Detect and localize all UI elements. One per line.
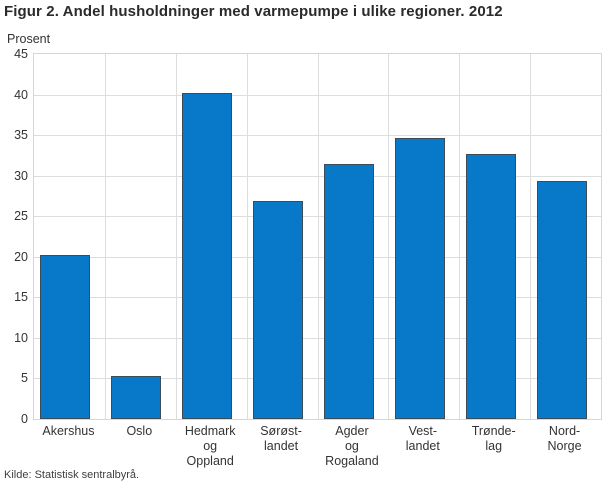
gridline-x-7 [530, 54, 532, 419]
y-axis-unit-label: Prosent [7, 32, 51, 46]
y-tick-label-40: 40 [14, 87, 28, 102]
bar-vestlandet [394, 138, 445, 419]
plot-area [33, 53, 602, 420]
y-tick-label-0: 0 [21, 412, 28, 426]
y-tick-label-35: 35 [14, 128, 28, 143]
gridline-x-3 [246, 54, 248, 419]
gridline-x-4 [317, 54, 319, 419]
y-tick-label-20: 20 [14, 249, 28, 264]
y-tick-label-15: 15 [14, 290, 28, 305]
y-tick-label-25: 25 [14, 209, 28, 224]
x-category-label-vestlandet: Vest- landet [405, 424, 440, 453]
x-category-label-agder-og-rogaland: Agder og Rogaland [325, 424, 379, 468]
y-axis: 0 5 10 15 20 25 30 35 40 45 [0, 47, 28, 426]
x-category-label-nord-norge: Nord- Norge [547, 424, 582, 453]
bar-sørøstlandet [253, 200, 304, 419]
y-tick-label-45: 45 [14, 47, 28, 61]
bar-trøndelag [465, 153, 516, 419]
x-axis: Akershus Oslo Hedmark og Oppland Sørøst- la… [33, 424, 602, 470]
gridline-x-6 [459, 54, 461, 419]
x-category-label-sørøstlandet: Sørøst- landet [260, 424, 302, 453]
x-category-label-trøndelag: Trønde- lag [471, 424, 516, 453]
y-tick-label-30: 30 [14, 168, 28, 183]
bar-agder-og-rogaland [323, 164, 374, 419]
figure-title: Figur 2. Andel husholdninger med varmepu… [4, 3, 503, 20]
gridline-x-2 [175, 54, 177, 419]
x-category-label-akershus: Akershus [42, 424, 95, 438]
bar-nord-norge [536, 181, 587, 419]
x-category-label-oslo: Oslo [126, 424, 153, 438]
y-tick-label-10: 10 [14, 330, 28, 345]
gridline-x-1 [104, 54, 106, 419]
y-tick-label-5: 5 [21, 371, 28, 386]
bar-akershus [40, 255, 91, 419]
bar-hedmark-og-oppland [182, 92, 233, 419]
bar-oslo [111, 376, 162, 419]
gridline-x-5 [388, 54, 390, 419]
source-note: Kilde: Statistisk sentralbyrå. [4, 469, 140, 481]
x-category-label-hedmark-og-oppland: Hedmark og Oppland [184, 424, 236, 468]
